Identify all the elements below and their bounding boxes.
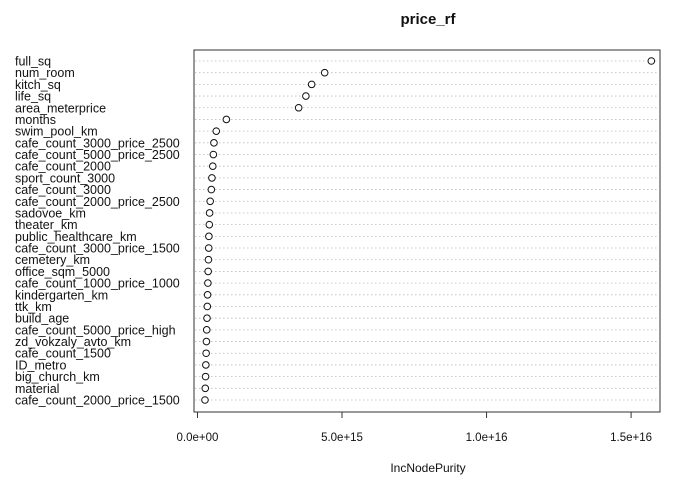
data-points: [201, 57, 656, 404]
category-label: cafe_count_2000_price_1500: [15, 394, 180, 408]
data-point: [201, 372, 210, 381]
x-tick-label: 1.5e+16: [610, 432, 652, 444]
category-label: cafe_count_5000_price_high: [15, 323, 176, 337]
data-point: [203, 314, 211, 322]
category-label: cafe_count_3000_price_2500: [15, 136, 180, 150]
x-axis: 0.0e+00 5.0e+15 1.0e+16 1.5e+16: [177, 412, 652, 444]
data-point: [202, 349, 210, 358]
data-point: [302, 92, 310, 100]
data-point: [206, 197, 214, 206]
data-point: [210, 139, 218, 147]
category-label: theater_km: [15, 218, 78, 232]
data-point: [204, 255, 213, 264]
chart-title: price_rf: [400, 11, 456, 28]
guide-lines: [195, 60, 659, 401]
x-axis-title: IncNodePurity: [390, 461, 465, 475]
data-point: [202, 337, 211, 346]
category-label: material: [15, 382, 59, 396]
data-point: [205, 232, 213, 241]
category-label: cafe_count_2000_price_2500: [15, 195, 180, 209]
data-point: [202, 326, 211, 334]
x-tick-label: 5.0e+15: [321, 432, 363, 444]
category-label: zd_vokzaly_avto_km: [15, 335, 131, 349]
data-point: [204, 267, 212, 276]
category-label: sadovoe_km: [15, 206, 86, 220]
category-labels: full_sqnum_roomkitch_sqlife_sqarea_meter…: [15, 55, 180, 408]
category-label: cafe_count_1000_price_1000: [15, 277, 180, 291]
data-point: [207, 185, 216, 194]
data-point: [222, 115, 231, 124]
plot-frame: [193, 49, 661, 413]
data-point: [204, 244, 213, 252]
data-point: [204, 279, 212, 287]
data-point: [208, 174, 216, 182]
category-label: office_sqm_5000: [15, 265, 110, 279]
category-label: big_church_km: [15, 370, 100, 384]
category-label: cafe_count_2000: [15, 160, 111, 174]
category-label: kitch_sq: [15, 78, 61, 92]
category-label: months: [15, 113, 56, 127]
category-label: swim_pool_km: [15, 125, 98, 139]
data-point: [202, 361, 210, 369]
category-label: full_sq: [15, 55, 51, 69]
data-point: [205, 209, 214, 217]
data-point: [647, 57, 656, 65]
category-label: kindergarten_km: [15, 288, 108, 302]
category-label: ttk_km: [15, 300, 52, 314]
category-label: public_healthcare_km: [15, 230, 137, 244]
category-label: cafe_count_1500: [15, 347, 111, 361]
category-label: cafe_count_3000_price_1500: [15, 242, 180, 256]
category-label: cafe_count_5000_price_2500: [15, 148, 180, 162]
data-point: [212, 127, 221, 135]
data-point: [203, 290, 212, 299]
x-tick-label: 1.0e+16: [466, 432, 508, 444]
data-point: [320, 68, 329, 77]
data-point: [201, 384, 210, 393]
category-label: ID_metro: [15, 358, 66, 372]
category-label: cafe_count_3000: [15, 183, 111, 197]
data-point: [294, 103, 303, 112]
category-label: sport_count_3000: [15, 171, 115, 185]
x-tick-label: 0.0e+00: [177, 432, 219, 444]
category-label: area_meterprice: [15, 101, 106, 115]
data-point: [201, 396, 209, 404]
category-label: num_room: [15, 66, 75, 80]
category-label: build_age: [15, 312, 69, 326]
data-point: [203, 302, 212, 311]
data-point: [307, 80, 316, 89]
data-point: [208, 162, 217, 171]
data-point: [209, 150, 218, 159]
data-point: [205, 220, 214, 229]
category-label: cemetery_km: [15, 253, 90, 267]
category-label: life_sq: [15, 90, 51, 104]
